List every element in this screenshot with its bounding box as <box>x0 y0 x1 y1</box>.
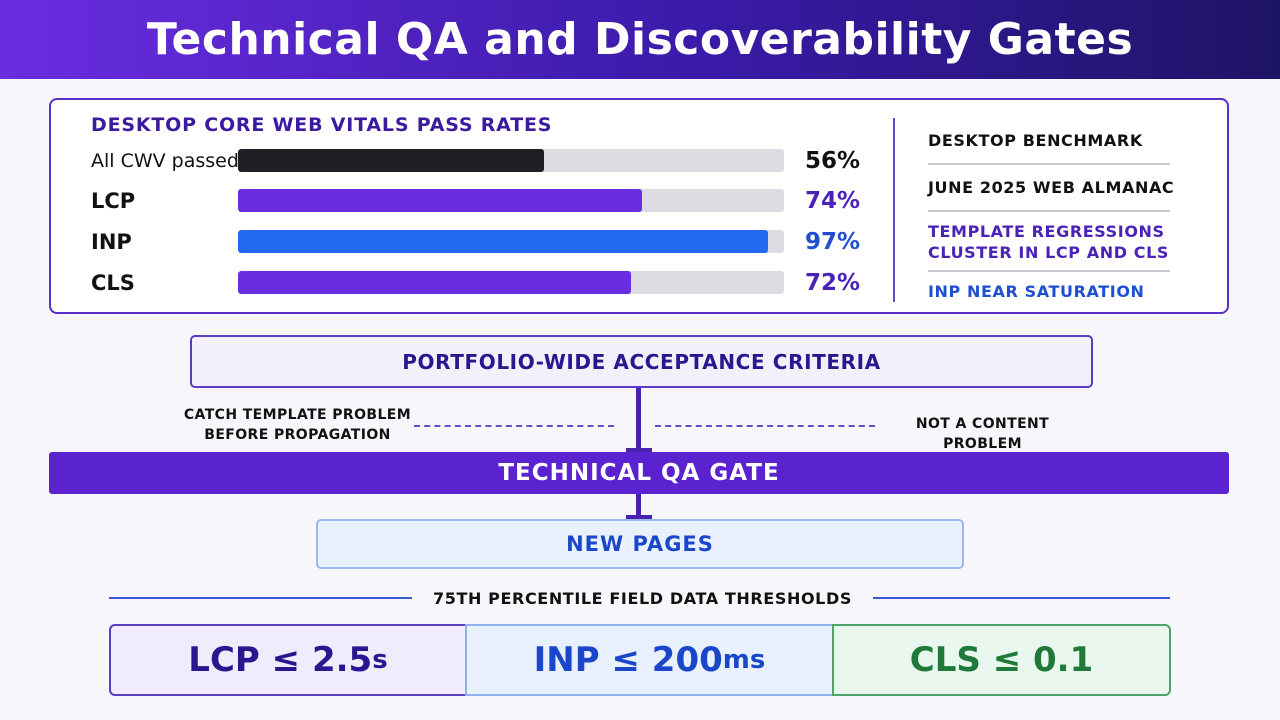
note-left-line1: CATCH TEMPLATE PROBLEM <box>183 407 412 423</box>
bar-value: 56% <box>805 148 861 174</box>
bar-row-lcp: LCP 74% <box>51 188 951 214</box>
note-catch-template: CATCH TEMPLATE PROBLEM BEFORE PROPAGATIO… <box>180 405 415 445</box>
bar-track <box>238 271 784 294</box>
threshold-rule-right <box>873 597 1170 599</box>
new-pages-box: NEW PAGES <box>316 519 964 569</box>
connector-tick <box>626 448 652 452</box>
side-inp-saturation: INP NEAR SATURATION <box>928 282 1145 301</box>
acceptance-criteria-box: PORTFOLIO-WIDE ACCEPTANCE CRITERIA <box>190 335 1093 388</box>
threshold-card-cls: CLS ≤ 0.1 <box>832 624 1171 696</box>
header-banner: Technical QA and Discoverability Gates <box>0 0 1280 79</box>
side-rule <box>928 270 1170 272</box>
technical-qa-gate: TECHNICAL QA GATE <box>49 452 1229 494</box>
bar-label: All CWV passed <box>91 150 239 172</box>
threshold-card-lcp: LCP ≤ 2.5 s <box>109 624 467 696</box>
bar-fill-all-cwv <box>238 149 544 172</box>
threshold-rule-left <box>109 597 412 599</box>
side-rule <box>928 210 1170 212</box>
bar-fill-inp <box>238 230 768 253</box>
note-left-line2: BEFORE PROPAGATION <box>204 427 391 443</box>
bar-value: 74% <box>805 188 861 214</box>
bar-track <box>238 189 784 212</box>
side-template-line1: TEMPLATE REGRESSIONS <box>928 222 1165 241</box>
benchmark-panel: DESKTOP CORE WEB VITALS PASS RATES All C… <box>49 98 1229 314</box>
benchmark-title: DESKTOP CORE WEB VITALS PASS RATES <box>91 114 553 136</box>
bar-row-inp: INP 97% <box>51 229 951 255</box>
side-desktop-benchmark: DESKTOP BENCHMARK <box>928 131 1143 150</box>
threshold-inp-unit: ms <box>722 645 766 675</box>
bar-track <box>238 149 784 172</box>
connector-gate-pages <box>636 494 641 519</box>
side-rule <box>928 163 1170 165</box>
dashed-line-left <box>414 425 614 427</box>
threshold-card-inp: INP ≤ 200 ms <box>465 624 834 696</box>
thresholds-title: 75TH PERCENTILE FIELD DATA THRESHOLDS <box>433 589 852 608</box>
threshold-lcp-text: LCP ≤ 2.5 <box>188 640 373 680</box>
bar-row-cls: CLS 72% <box>51 270 951 296</box>
threshold-lcp-unit: s <box>372 645 388 675</box>
connector-criteria-gate <box>636 388 641 452</box>
bar-label: INP <box>91 230 132 254</box>
bar-fill-cls <box>238 271 632 294</box>
bar-label: CLS <box>91 271 135 295</box>
bar-label: LCP <box>91 189 136 213</box>
bar-track <box>238 230 784 253</box>
connector-tick <box>626 515 652 519</box>
panel-divider <box>893 118 895 302</box>
bar-value: 97% <box>805 229 861 255</box>
note-not-content: NOT A CONTENT PROBLEM <box>915 416 1050 452</box>
side-template-regressions: TEMPLATE REGRESSIONS CLUSTER IN LCP AND … <box>928 221 1169 263</box>
page-title: Technical QA and Discoverability Gates <box>146 14 1134 65</box>
dashed-line-right <box>655 425 875 427</box>
bar-value: 72% <box>805 270 861 296</box>
side-template-line2: CLUSTER IN LCP AND CLS <box>928 243 1170 262</box>
side-almanac: JUNE 2025 WEB ALMANAC <box>928 178 1175 197</box>
threshold-inp-text: INP ≤ 200 <box>533 640 723 680</box>
threshold-cls-text: CLS ≤ 0.1 <box>909 640 1094 680</box>
bar-row-all-cwv: All CWV passed 56% <box>51 148 951 174</box>
bar-fill-lcp <box>238 189 643 212</box>
